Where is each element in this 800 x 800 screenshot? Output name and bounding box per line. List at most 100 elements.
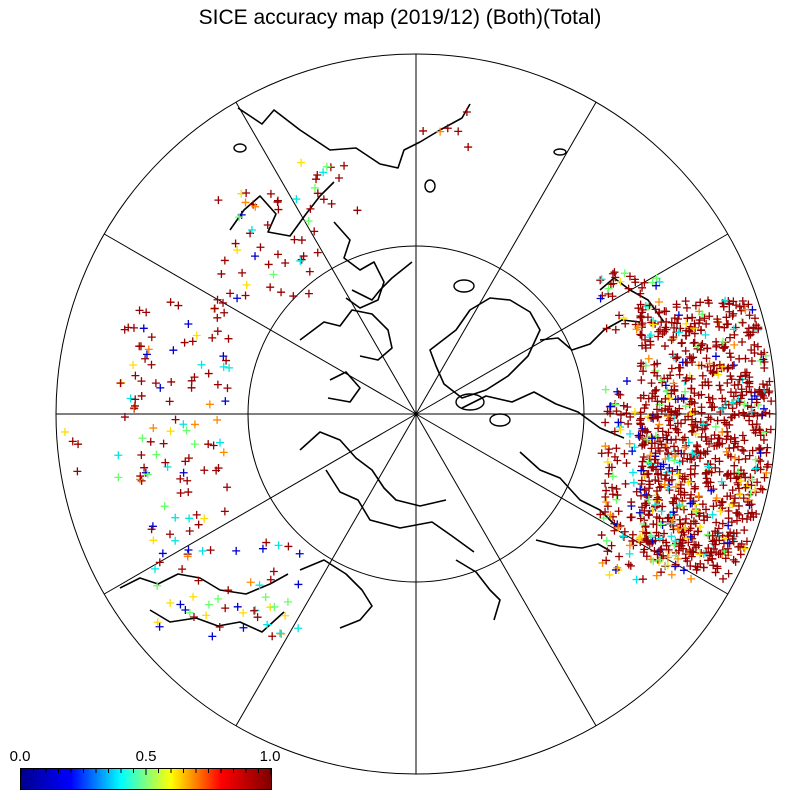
- accuracy-marker: [638, 305, 647, 314]
- accuracy-marker: [697, 361, 706, 370]
- accuracy-marker: [241, 291, 250, 300]
- accuracy-marker: [610, 427, 619, 436]
- accuracy-marker: [763, 381, 772, 390]
- accuracy-marker: [605, 570, 614, 579]
- accuracy-marker: [142, 308, 151, 317]
- accuracy-marker: [214, 196, 223, 205]
- accuracy-marker: [619, 532, 628, 541]
- coastline: [599, 277, 665, 323]
- accuracy-marker: [636, 533, 645, 542]
- accuracy-marker: [748, 305, 757, 314]
- accuracy-marker: [169, 346, 178, 355]
- accuracy-marker: [675, 370, 684, 379]
- accuracy-marker: [638, 441, 647, 450]
- accuracy-marker: [739, 302, 748, 311]
- accuracy-marker: [755, 444, 764, 453]
- accuracy-marker: [747, 481, 756, 490]
- accuracy-marker: [711, 454, 720, 463]
- accuracy-marker: [601, 479, 610, 488]
- accuracy-marker: [641, 522, 650, 531]
- accuracy-marker: [711, 463, 720, 472]
- accuracy-marker: [704, 393, 713, 402]
- accuracy-marker: [209, 441, 218, 450]
- accuracy-marker: [189, 592, 198, 601]
- accuracy-marker: [704, 462, 713, 471]
- accuracy-marker: [662, 387, 671, 396]
- accuracy-marker: [151, 379, 160, 388]
- accuracy-marker: [613, 491, 622, 500]
- accuracy-marker: [745, 416, 754, 425]
- island: [553, 148, 567, 156]
- accuracy-marker: [620, 269, 629, 278]
- accuracy-marker: [681, 376, 690, 385]
- accuracy-marker: [419, 126, 428, 135]
- accuracy-marker: [190, 373, 199, 382]
- accuracy-marker: [616, 410, 625, 419]
- accuracy-marker: [642, 552, 651, 561]
- accuracy-marker: [724, 521, 733, 530]
- accuracy-marker: [690, 389, 699, 398]
- accuracy-marker: [181, 605, 190, 614]
- accuracy-marker: [672, 425, 681, 434]
- accuracy-marker: [715, 360, 724, 369]
- accuracy-marker: [738, 514, 747, 523]
- accuracy-marker: [655, 297, 664, 306]
- accuracy-marker: [246, 229, 255, 238]
- accuracy-marker: [753, 342, 762, 351]
- accuracy-marker: [74, 440, 83, 449]
- accuracy-marker: [731, 557, 740, 566]
- accuracy-marker: [641, 361, 650, 370]
- accuracy-marker: [220, 308, 229, 317]
- accuracy-marker: [704, 299, 713, 308]
- accuracy-marker: [670, 323, 679, 332]
- accuracy-marker: [613, 563, 622, 572]
- accuracy-marker: [274, 205, 283, 214]
- accuracy-marker: [702, 479, 711, 488]
- accuracy-marker: [725, 349, 734, 358]
- accuracy-marker: [735, 354, 744, 363]
- accuracy-marker: [674, 311, 683, 320]
- accuracy-marker: [646, 331, 655, 340]
- accuracy-marker: [235, 213, 244, 222]
- accuracy-marker: [663, 553, 672, 562]
- accuracy-marker: [213, 327, 222, 336]
- colorbar-fill: [21, 769, 271, 789]
- accuracy-marker: [608, 292, 617, 301]
- accuracy-marker: [623, 402, 632, 411]
- accuracy-marker: [672, 411, 681, 420]
- accuracy-marker: [687, 374, 696, 383]
- accuracy-marker: [741, 473, 750, 482]
- accuracy-marker: [608, 472, 617, 481]
- accuracy-marker: [294, 624, 303, 633]
- accuracy-marker: [688, 449, 697, 458]
- accuracy-marker: [689, 353, 698, 362]
- coastline: [299, 309, 393, 361]
- accuracy-marker: [319, 195, 328, 204]
- accuracy-marker: [672, 303, 681, 312]
- accuracy-marker: [671, 560, 680, 569]
- accuracy-marker: [714, 370, 723, 379]
- accuracy-marker: [224, 334, 233, 343]
- accuracy-marker: [160, 502, 169, 511]
- accuracy-marker: [622, 377, 631, 386]
- accuracy-marker: [639, 452, 648, 461]
- accuracy-marker: [740, 436, 749, 445]
- accuracy-marker: [650, 368, 659, 377]
- accuracy-marker: [625, 549, 634, 558]
- accuracy-marker: [221, 397, 230, 406]
- accuracy-marker: [643, 313, 652, 322]
- accuracy-marker: [703, 344, 712, 353]
- accuracy-marker: [213, 380, 222, 389]
- accuracy-marker: [692, 543, 701, 552]
- accuracy-marker: [686, 547, 695, 556]
- accuracy-marker: [274, 541, 283, 550]
- accuracy-marker: [728, 486, 737, 495]
- accuracy-marker: [624, 284, 633, 293]
- coastline: [539, 319, 641, 351]
- accuracy-marker: [137, 476, 146, 485]
- accuracy-marker: [628, 447, 637, 456]
- accuracy-marker: [679, 505, 688, 514]
- accuracy-marker: [728, 534, 737, 543]
- accuracy-marker: [687, 427, 696, 436]
- accuracy-marker: [719, 574, 728, 583]
